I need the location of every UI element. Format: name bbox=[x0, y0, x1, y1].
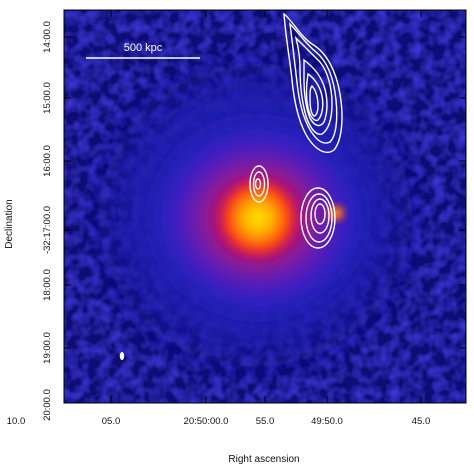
x-tick-label: 55.0 bbox=[256, 416, 275, 427]
x-axis-ticks bbox=[110, 10, 422, 403]
contours-northeast bbox=[283, 12, 343, 154]
y-tick-label: 16:00.0 bbox=[42, 145, 53, 177]
xray-image: 500 kpc bbox=[64, 10, 466, 403]
scale-bar-label: 500 kpc bbox=[124, 42, 163, 54]
x-tick-label: 05.0 bbox=[102, 416, 121, 427]
y-axis-ticks bbox=[64, 36, 466, 349]
y-tick-label: 14:00.0 bbox=[42, 21, 53, 53]
contours-central bbox=[249, 165, 269, 203]
cluster-core bbox=[216, 176, 300, 260]
y-tick-label: 18:00.0 bbox=[42, 269, 53, 301]
y-tick-label: -32:17:00.0 bbox=[42, 206, 53, 254]
y-axis-title: Declination bbox=[4, 199, 15, 248]
x-axis-title: Right ascension bbox=[228, 454, 299, 465]
x-tick-label: 45.0 bbox=[412, 416, 431, 427]
x-tick-label: 10.0 bbox=[7, 416, 26, 427]
beam-marker bbox=[119, 352, 125, 360]
y-tick-label: 20:00.0 bbox=[42, 389, 53, 421]
y-tick-label: 15:00.0 bbox=[42, 82, 53, 114]
contours-west bbox=[300, 187, 336, 249]
y-tick-label: 19:00.0 bbox=[42, 332, 53, 364]
x-tick-label: 20:50:00.0 bbox=[184, 416, 229, 427]
x-tick-label: 49:50.0 bbox=[311, 416, 343, 427]
